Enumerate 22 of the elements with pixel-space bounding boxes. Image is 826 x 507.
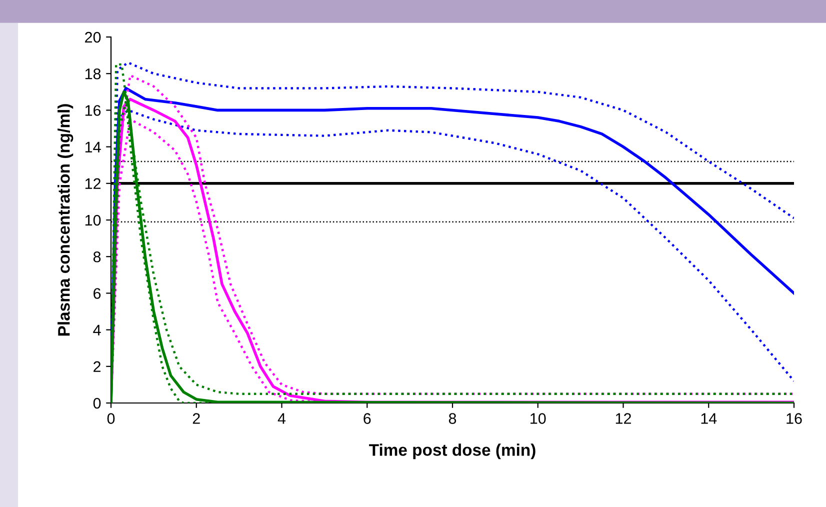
y-tick-label: 12: [85, 178, 101, 189]
x-tick-label: 0: [107, 413, 115, 424]
y-tick-label: 2: [94, 361, 101, 372]
x-tick-label: 12: [616, 413, 631, 424]
y-tick-label: 20: [85, 32, 101, 43]
y-tick-label: 14: [85, 142, 101, 152]
x-tick-label: 6: [364, 413, 371, 424]
x-tick-label: 8: [448, 413, 456, 424]
x-tick-label: 4: [278, 413, 286, 424]
x-tick-label: 16: [786, 413, 802, 424]
x-tick-label: 14: [701, 413, 717, 424]
x-tick-label: 2: [192, 413, 200, 424]
y-tick-label: 16: [85, 105, 101, 116]
y-tick-label: 0: [93, 398, 101, 409]
y-tick-label: 4: [93, 324, 101, 336]
y-tick-label: 8: [93, 251, 101, 262]
x-tick-label: 10: [530, 413, 546, 424]
y-tick-label: 6: [94, 288, 101, 299]
y-axis-title: Plasma concentration (ng/ml): [58, 104, 74, 336]
x-axis-title: Time post dose (min): [369, 444, 536, 460]
y-tick-label: 10: [85, 214, 101, 226]
y-tick-label: 18: [85, 68, 101, 80]
